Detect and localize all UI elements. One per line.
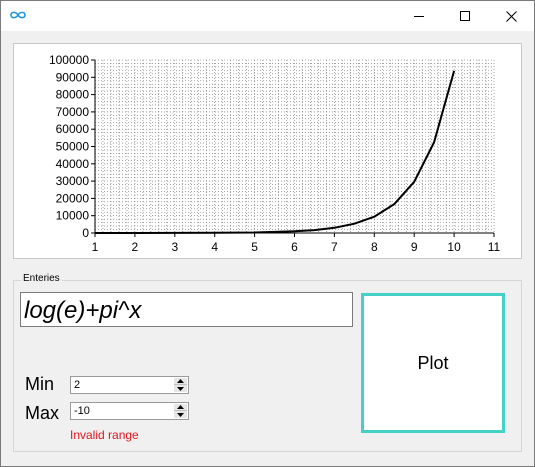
- x-tick-label: 9: [411, 240, 418, 254]
- chart-panel: 0 10000 20000 30000 40000 50000 60000 70000 8000…: [13, 43, 522, 259]
- minimize-button[interactable]: [396, 1, 442, 31]
- y-tick-label: 10000: [56, 209, 90, 223]
- x-tick-label: 3: [171, 240, 178, 254]
- entries-group: [13, 280, 522, 452]
- function-chart: 0 10000 20000 30000 40000 50000 60000 70000 8000…: [49, 53, 501, 254]
- y-tick-label: 90000: [56, 70, 90, 84]
- y-tick-label: 70000: [56, 105, 90, 119]
- x-tick-label: 5: [251, 240, 258, 254]
- min-stepper[interactable]: [70, 376, 189, 394]
- chevron-down-icon: [177, 386, 184, 391]
- chevron-down-icon: [177, 412, 184, 417]
- x-tick-label: 1: [92, 240, 99, 254]
- x-tick-label: 8: [371, 240, 378, 254]
- minimize-icon: [413, 11, 425, 22]
- expression-input[interactable]: log(e)+pi^x: [20, 292, 353, 327]
- close-icon: [505, 10, 517, 22]
- close-button[interactable]: [488, 1, 534, 31]
- x-tick-label: 11: [488, 240, 501, 254]
- maximize-button[interactable]: [442, 1, 488, 31]
- max-label: Max: [25, 403, 60, 423]
- y-tick-label: 80000: [56, 88, 90, 102]
- max-stepper-buttons[interactable]: [174, 404, 187, 418]
- entries-group-label: Enteries: [21, 273, 62, 284]
- series-line: [95, 70, 456, 234]
- chevron-up-icon: [177, 405, 184, 409]
- y-tick-label: 40000: [56, 157, 90, 171]
- min-increment-button[interactable]: [174, 378, 187, 385]
- max-stepper[interactable]: [70, 402, 189, 420]
- y-tick-label: 30000: [56, 174, 90, 188]
- title-bar: [1, 1, 534, 31]
- x-tick-label: 7: [331, 240, 338, 254]
- plot-button[interactable]: Plot: [361, 293, 505, 433]
- y-tick-label: 20000: [56, 191, 90, 205]
- min-label: Min: [25, 374, 55, 394]
- max-increment-button[interactable]: [174, 404, 187, 411]
- maximize-icon: [459, 10, 471, 22]
- x-tick-label: 6: [291, 240, 298, 254]
- max-decrement-button[interactable]: [174, 411, 187, 418]
- min-stepper-buttons[interactable]: [174, 378, 187, 392]
- infinity-icon: [9, 8, 27, 22]
- error-message: Invalid range: [70, 428, 139, 442]
- y-tick-label: 0: [82, 226, 89, 240]
- chevron-up-icon: [177, 379, 184, 383]
- x-tick-label: 10: [447, 240, 461, 254]
- max-input[interactable]: [72, 404, 174, 418]
- min-decrement-button[interactable]: [174, 385, 187, 392]
- min-input[interactable]: [72, 378, 174, 392]
- y-tick-label: 50000: [56, 140, 90, 154]
- y-tick-label: 60000: [56, 122, 90, 136]
- x-tick-label: 2: [132, 240, 139, 254]
- x-tick-label: 4: [211, 240, 218, 254]
- y-tick-label: 100000: [49, 53, 89, 67]
